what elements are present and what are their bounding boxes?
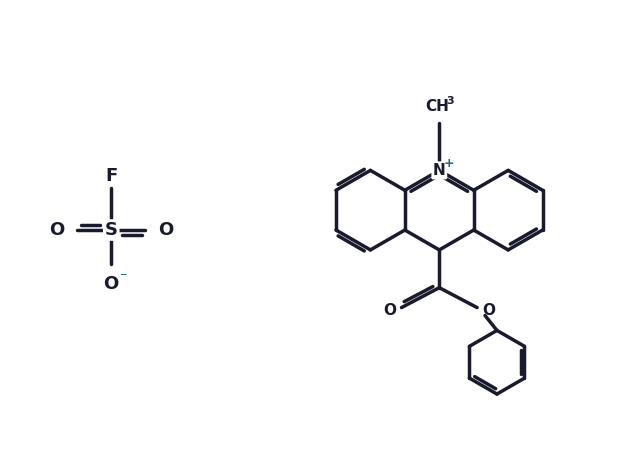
Text: N: N (433, 163, 445, 178)
Text: S: S (105, 221, 118, 239)
Text: +: + (444, 157, 454, 170)
Text: O: O (383, 303, 396, 318)
Text: O: O (158, 221, 173, 239)
Text: O: O (49, 221, 64, 239)
Text: O: O (104, 274, 119, 293)
Text: CH: CH (426, 99, 449, 114)
Text: F: F (105, 167, 117, 185)
Text: O: O (483, 303, 495, 318)
Text: ⁻: ⁻ (120, 270, 127, 284)
Text: 3: 3 (447, 96, 454, 106)
